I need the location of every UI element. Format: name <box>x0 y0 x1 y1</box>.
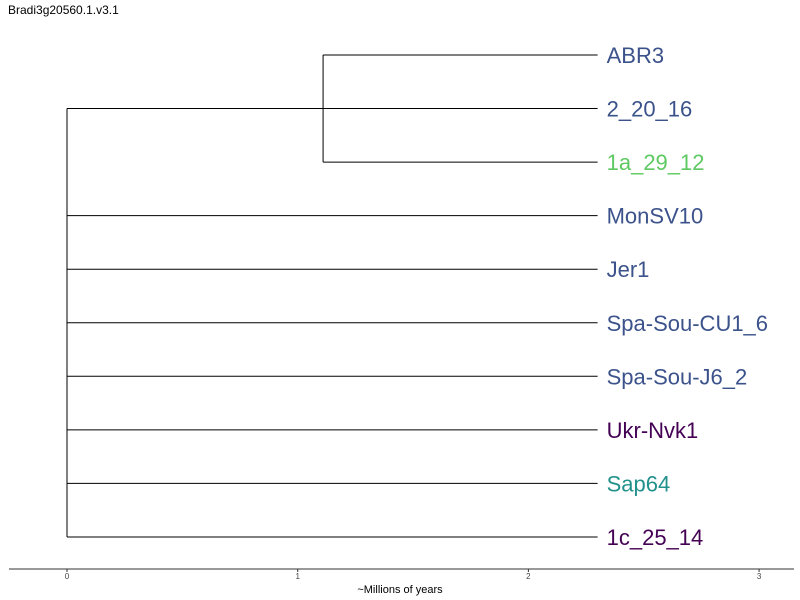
tip-label: Ukr-Nvk1 <box>607 418 699 443</box>
tip-label: MonSV10 <box>607 204 704 229</box>
tip-label: Spa-Sou-CU1_6 <box>607 311 768 336</box>
tree-branches <box>66 54 598 538</box>
tip-labels: ABR3 2_20_16 1a_29_12 MonSV10 Jer1 Spa-Sou-CU… <box>607 43 768 550</box>
axis-title: ~Millions of years <box>357 584 443 596</box>
axis-tick-label: 3 <box>757 572 762 581</box>
tip-label: Jer1 <box>607 257 650 282</box>
tree-title: Bradi3g20560.1.v3.1 <box>8 3 119 17</box>
axis-tick-label: 0 <box>65 572 70 581</box>
tip-label: 1a_29_12 <box>607 150 705 175</box>
axis-tick-label: 2 <box>526 572 531 581</box>
tip-label: Spa-Sou-J6_2 <box>607 364 748 389</box>
tip-label: 1c_25_14 <box>607 525 704 550</box>
time-axis: 0 1 2 3 ~Millions of years <box>9 568 794 596</box>
axis-tick-label: 1 <box>295 572 300 581</box>
tip-label: 2_20_16 <box>607 97 693 122</box>
tip-label: Sap64 <box>607 471 671 496</box>
tip-label: ABR3 <box>607 43 664 68</box>
